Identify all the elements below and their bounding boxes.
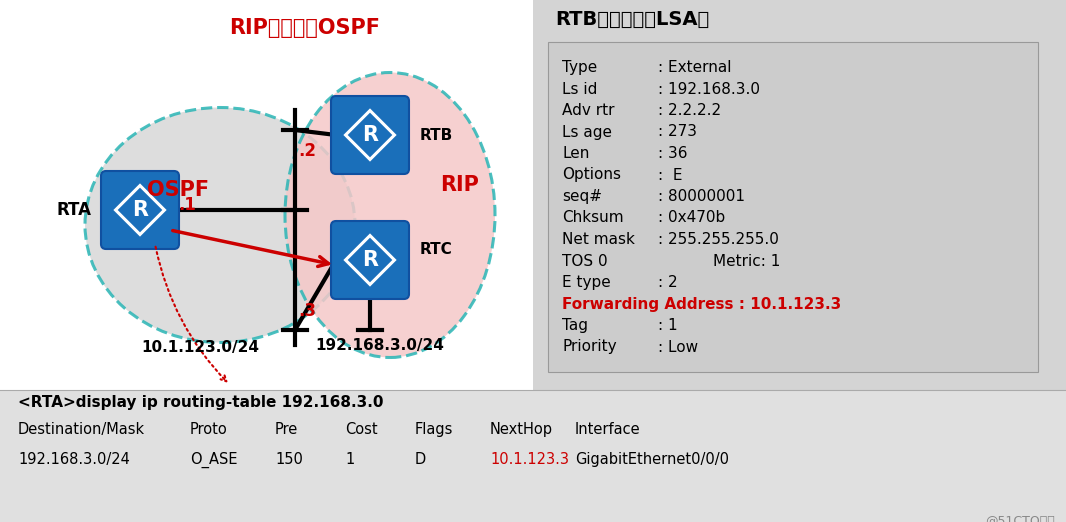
Text: seq#: seq# (562, 189, 602, 204)
Text: :  E: : E (658, 168, 682, 183)
Text: 192.168.3.0/24: 192.168.3.0/24 (18, 452, 130, 467)
Ellipse shape (285, 73, 495, 358)
Text: <RTA>display ip routing-table 192.168.3.0: <RTA>display ip routing-table 192.168.3.… (18, 395, 384, 410)
Text: Type: Type (562, 60, 597, 75)
Text: Cost: Cost (345, 422, 377, 437)
Text: : 1: : 1 (658, 318, 678, 333)
Text: Forwarding Address : 10.1.123.3: Forwarding Address : 10.1.123.3 (562, 296, 841, 312)
Text: : Low: : Low (658, 339, 698, 354)
Text: Priority: Priority (562, 339, 616, 354)
Text: R: R (362, 250, 378, 270)
Text: .3: .3 (298, 302, 316, 320)
FancyBboxPatch shape (533, 0, 1066, 390)
Text: : 2: : 2 (658, 275, 678, 290)
Text: : 2.2.2.2: : 2.2.2.2 (658, 103, 721, 118)
FancyBboxPatch shape (0, 0, 533, 390)
Text: Pre: Pre (275, 422, 298, 437)
Text: .2: .2 (298, 142, 316, 160)
Text: RTB产生的五类LSA：: RTB产生的五类LSA： (555, 10, 709, 29)
Text: RIP重发布到OSPF: RIP重发布到OSPF (229, 18, 381, 38)
Text: : 273: : 273 (658, 125, 697, 139)
Text: Interface: Interface (575, 422, 641, 437)
FancyBboxPatch shape (332, 96, 409, 174)
Text: @51CTO博客: @51CTO博客 (985, 515, 1055, 522)
Text: 10.1.123.3: 10.1.123.3 (490, 452, 569, 467)
Text: RTB: RTB (420, 127, 453, 143)
Text: : 255.255.255.0: : 255.255.255.0 (658, 232, 779, 247)
FancyBboxPatch shape (0, 390, 1066, 522)
Text: : 36: : 36 (658, 146, 688, 161)
Text: 192.168.3.0/24: 192.168.3.0/24 (316, 338, 445, 353)
Text: : 192.168.3.0: : 192.168.3.0 (658, 81, 760, 97)
Text: Flags: Flags (415, 422, 453, 437)
Text: RIP: RIP (440, 175, 480, 195)
Text: E type: E type (562, 275, 611, 290)
Text: Net mask: Net mask (562, 232, 635, 247)
Text: Destination/Mask: Destination/Mask (18, 422, 145, 437)
Text: Len: Len (562, 146, 589, 161)
Text: Options: Options (562, 168, 621, 183)
Text: Proto: Proto (190, 422, 228, 437)
Ellipse shape (85, 108, 355, 342)
Text: RTC: RTC (420, 243, 453, 257)
Text: R: R (362, 125, 378, 145)
FancyBboxPatch shape (332, 221, 409, 299)
Text: Tag: Tag (562, 318, 588, 333)
Text: Adv rtr: Adv rtr (562, 103, 614, 118)
Text: 1: 1 (345, 452, 354, 467)
Text: .1: .1 (178, 196, 196, 214)
Text: OSPF: OSPF (147, 180, 209, 200)
Text: NextHop: NextHop (490, 422, 553, 437)
Text: 10.1.123.0/24: 10.1.123.0/24 (141, 340, 259, 355)
Text: : 80000001: : 80000001 (658, 189, 745, 204)
Text: GigabitEthernet0/0/0: GigabitEthernet0/0/0 (575, 452, 729, 467)
Text: R: R (132, 200, 148, 220)
FancyBboxPatch shape (101, 171, 179, 249)
Text: : 0x470b: : 0x470b (658, 210, 725, 226)
Text: O_ASE: O_ASE (190, 452, 238, 468)
Text: Chksum: Chksum (562, 210, 624, 226)
Text: Ls id: Ls id (562, 81, 597, 97)
Text: RTA: RTA (56, 201, 92, 219)
Text: Ls age: Ls age (562, 125, 612, 139)
Text: 150: 150 (275, 452, 303, 467)
FancyBboxPatch shape (548, 42, 1038, 372)
Text: TOS 0: TOS 0 (562, 254, 608, 268)
Text: Metric: 1: Metric: 1 (713, 254, 780, 268)
Text: D: D (415, 452, 426, 467)
Text: : External: : External (658, 60, 731, 75)
